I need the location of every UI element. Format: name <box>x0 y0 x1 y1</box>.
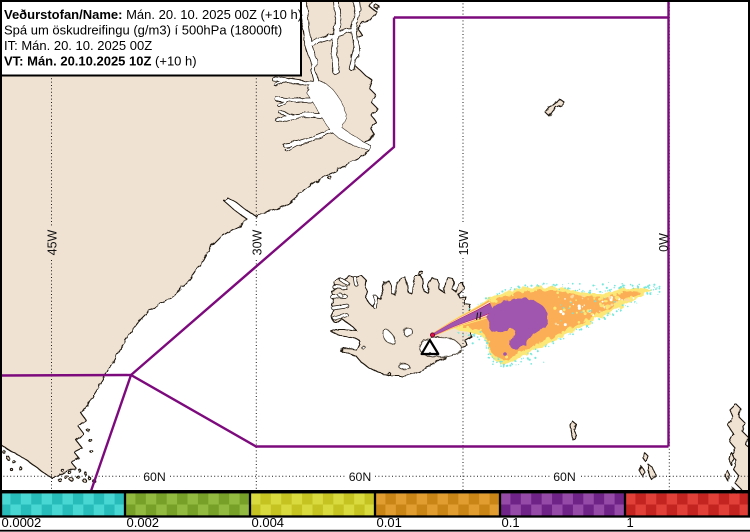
svg-text:60N: 60N <box>143 470 166 484</box>
svg-text:1: 1 <box>627 515 634 530</box>
svg-text:0W: 0W <box>657 233 671 252</box>
svg-text:15W: 15W <box>457 229 471 255</box>
svg-text:60N: 60N <box>553 470 576 484</box>
svg-text:60N: 60N <box>349 470 372 484</box>
svg-text:0.01: 0.01 <box>377 515 402 530</box>
svg-text:VT: Mán. 20.10.2025 10Z (+10 h: VT: Mán. 20.10.2025 10Z (+10 h) <box>4 54 197 69</box>
svg-text:0.002: 0.002 <box>127 515 160 530</box>
svg-text:30W: 30W <box>250 229 264 255</box>
svg-text:45W: 45W <box>46 229 60 255</box>
svg-text:0.004: 0.004 <box>252 515 285 530</box>
svg-text:IT: Mán. 20. 10. 2025 00Z: IT: Mán. 20. 10. 2025 00Z <box>4 38 152 53</box>
svg-text:0.1: 0.1 <box>502 515 520 530</box>
svg-text:0.0002: 0.0002 <box>2 515 42 530</box>
svg-text:Spá um öskudreifingu (g/m3) í: Spá um öskudreifingu (g/m3) í 500hPa (18… <box>4 23 282 38</box>
svg-text:Veðurstofan/Name: Mán. 20. 10.: Veðurstofan/Name: Mán. 20. 10. 2025 00Z … <box>4 7 302 22</box>
